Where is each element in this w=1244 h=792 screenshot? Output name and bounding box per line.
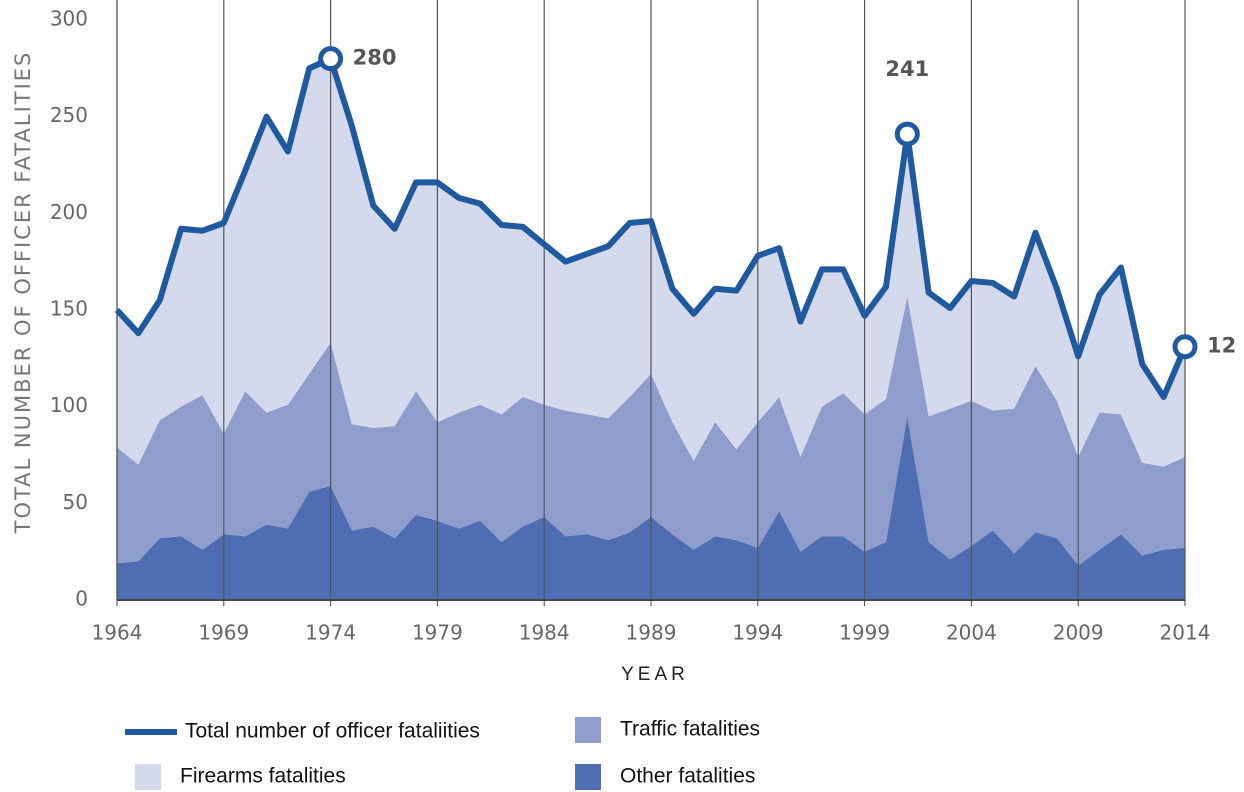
legend-label: Other fatalities [620,765,755,788]
annotation-label: 241 [885,57,929,81]
x-tick-label: 1989 [626,621,677,645]
x-tick-label: 1999 [839,621,890,645]
x-tick-label: 1964 [92,621,143,645]
legend-swatch [135,764,161,790]
x-tick-label: 2009 [1053,621,1104,645]
legend-swatch [575,717,601,743]
y-axis-label: TOTAL NUMBER OF OFFICER FATALITIES [11,51,35,535]
legend-label: Traffic fatalities [620,718,760,741]
legend-label: Firearms fatalities [180,765,346,788]
annotation-label: 12 [1207,334,1236,358]
annotation-label: 280 [353,46,397,70]
area-0 [117,416,1185,600]
y-tick-label: 100 [50,393,88,417]
annotation-marker [1172,334,1198,360]
x-axis-label: YEAR [621,664,689,685]
x-tick-label: 1974 [305,621,356,645]
x-tick-label: 1979 [412,621,463,645]
annotation-marker [318,46,344,72]
annotation-marker [894,121,920,147]
total-line [114,55,1188,400]
x-tick-label: 1969 [198,621,249,645]
legend-label: Total number of officer fataliities [185,720,480,743]
y-tick-label: 50 [63,490,88,514]
y-tick-label: 150 [50,297,88,321]
y-tick-label: 300 [50,7,88,31]
y-tick-label: 200 [50,200,88,224]
x-tick-label: 1994 [732,621,783,645]
y-tick-label: 250 [50,103,88,127]
legend-swatch [575,764,601,790]
x-tick-label: 1984 [519,621,570,645]
x-tick-label: 2004 [946,621,997,645]
x-tick-label: 2014 [1160,621,1211,645]
y-tick-label: 0 [75,587,88,611]
